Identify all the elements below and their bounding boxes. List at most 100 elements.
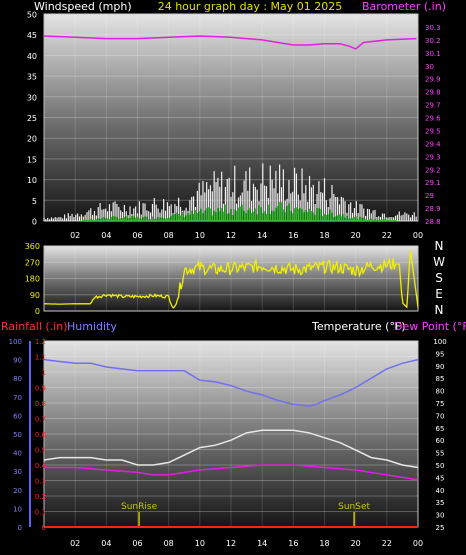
- rainfall-y-tick: 0.6: [35, 431, 47, 439]
- direction-y-tick: 360: [25, 242, 40, 251]
- barometer-y-tick: 29.7: [425, 102, 441, 110]
- barometer-y-tick: 30: [425, 63, 434, 71]
- rainfall-y-tick: 0.9: [35, 385, 46, 393]
- direction-y-axis: 0 90 180 270 360: [25, 242, 40, 316]
- temperature-y-tick: 100: [433, 338, 446, 346]
- temperature-x-tick: 08: [164, 539, 174, 548]
- humidity-y-tick: 90: [13, 357, 22, 365]
- wind-y-tick: 50: [27, 11, 37, 20]
- wind-x-axis: 02 04 06 08 10 12 14 16 18 20 22 00: [70, 231, 423, 240]
- sun-marker-label: SunRise: [121, 502, 158, 512]
- temperature-y-tick: 65: [436, 425, 445, 433]
- rainfall-y-tick: 1.2: [35, 338, 46, 346]
- sun-markers: SunRise SunSet: [121, 502, 371, 527]
- barometer-y-tick: 28.8: [425, 218, 441, 226]
- dewpoint-line: [44, 464, 419, 481]
- wind-y-tick: 10: [27, 176, 37, 185]
- wind-x-tick: 06: [132, 231, 142, 240]
- temperature-plot-area: [43, 340, 419, 528]
- humidity-y-tick: 20: [13, 487, 22, 495]
- rainfall-y-tick: 0.8: [35, 400, 46, 408]
- compass-n-top: N: [435, 239, 444, 253]
- barometer-line: [43, 35, 417, 50]
- direction-panel: 0 90 180 270 360 N W S E N: [25, 239, 445, 317]
- temperature-x-tick: 16: [288, 539, 298, 548]
- temperature-x-tick: 10: [195, 539, 205, 548]
- compass-labels: N W S E N: [433, 239, 445, 317]
- wind-x-tick: 04: [101, 231, 111, 240]
- dewpoint-title: Dew Point (°F): [394, 320, 466, 333]
- barometer-y-tick: 29.1: [425, 179, 441, 187]
- rainfall-y-tick: 1: [42, 369, 46, 377]
- temperature-y-tick: 55: [436, 450, 445, 458]
- humidity-y-tick: 100: [9, 338, 22, 346]
- wind-x-tick: 14: [257, 231, 267, 240]
- wind-x-tick: 12: [226, 231, 236, 240]
- wind-title: Windspeed (mph): [34, 0, 132, 13]
- rainfall-y-axis: 0 0.1 0.2 0.3 0.4 0.5 0.6 0.7 0.8 0.9 1 1.1 1.2: [35, 338, 47, 532]
- barometer-y-tick: 29: [425, 192, 434, 200]
- rainfall-y-tick: 0.2: [35, 493, 46, 501]
- humidity-y-tick: 30: [13, 468, 22, 476]
- humidity-y-tick: 70: [13, 394, 22, 402]
- temperature-y-tick: 45: [436, 474, 445, 482]
- humidity-y-tick: 80: [13, 375, 22, 383]
- temperature-x-axis: 02 04 06 08 10 12 14 16 18 20 22 00: [70, 539, 423, 548]
- barometer-y-tick: 29.4: [425, 140, 441, 148]
- wind-x-tick: 18: [319, 231, 329, 240]
- wind-y-tick: 25: [27, 114, 37, 123]
- humidity-y-tick: 60: [13, 412, 22, 420]
- compass-e: E: [435, 287, 443, 301]
- temperature-y-tick: 75: [436, 400, 445, 408]
- wind-y-tick: 35: [27, 73, 37, 82]
- direction-y-tick: 0: [35, 307, 40, 316]
- temperature-x-tick: 04: [101, 539, 111, 548]
- barometer-y-axis: 28.8 28.9 29 29.1 29.2 29.3 29.4 29.5 29.6 29.7 29…: [425, 24, 441, 226]
- rainfall-y-tick: 0.7: [35, 416, 46, 424]
- barometer-y-tick: 29.3: [425, 153, 441, 161]
- wind-average-bars: [82, 202, 397, 221]
- wind-x-tick: 16: [288, 231, 298, 240]
- temperature-y-tick: 80: [436, 388, 445, 396]
- humidity-y-tick: 50: [13, 431, 22, 439]
- wind-y-tick: 30: [27, 93, 37, 102]
- humidity-line: [43, 358, 419, 407]
- barometer-y-tick: 30.3: [425, 24, 441, 32]
- direction-y-tick: 90: [30, 291, 40, 300]
- temperature-y-tick: 30: [436, 512, 445, 520]
- temperature-y-tick: 95: [436, 350, 445, 358]
- wind-y-axis: 0 5 10 15 20 25 30 35 40 45 50: [27, 11, 37, 227]
- rainfall-title: Rainfall (.in): [1, 320, 68, 333]
- compass-s: S: [435, 271, 443, 285]
- temperature-y-tick: 25: [436, 524, 445, 532]
- humidity-title: Humidity: [67, 320, 117, 333]
- wind-y-tick: 40: [27, 52, 37, 61]
- wind-y-tick: 20: [27, 135, 37, 144]
- direction-plot-area: [43, 245, 419, 312]
- temperature-y-tick: 50: [436, 462, 445, 470]
- rainfall-y-tick: 1.1: [35, 354, 46, 362]
- barometer-y-tick: 29.9: [425, 76, 441, 84]
- chart-title: 24 hour graph day : May 01 2025: [158, 0, 343, 13]
- temperature-y-tick: 60: [436, 437, 445, 445]
- direction-y-tick: 270: [25, 258, 40, 267]
- barometer-y-tick: 29.8: [425, 89, 441, 97]
- barometer-y-tick: 29.2: [425, 166, 441, 174]
- humidity-y-tick: 40: [13, 450, 22, 458]
- temperature-y-axis: 25 30 35 40 45 50 55 60 65 70 75 80 85 90 95 100: [433, 338, 446, 532]
- wind-direction-line: [44, 250, 419, 309]
- barometer-y-tick: 30.2: [425, 37, 441, 45]
- rainfall-y-tick: 0.3: [35, 478, 46, 486]
- rainfall-y-tick: 0: [42, 524, 46, 532]
- temperature-x-tick: 20: [351, 539, 361, 548]
- barometer-y-tick: 30.1: [425, 50, 441, 58]
- temperature-x-tick: 18: [319, 539, 329, 548]
- temperature-y-tick: 90: [436, 363, 445, 371]
- wind-x-tick: 00: [413, 231, 423, 240]
- rainfall-y-tick: 0.4: [35, 462, 47, 470]
- wind-y-tick: 5: [32, 197, 37, 206]
- wind-y-tick: 15: [27, 155, 37, 164]
- barometer-y-tick: 28.9: [425, 205, 441, 213]
- barometer-title: Barometer (.in): [362, 0, 446, 13]
- wind-x-tick: 20: [351, 231, 361, 240]
